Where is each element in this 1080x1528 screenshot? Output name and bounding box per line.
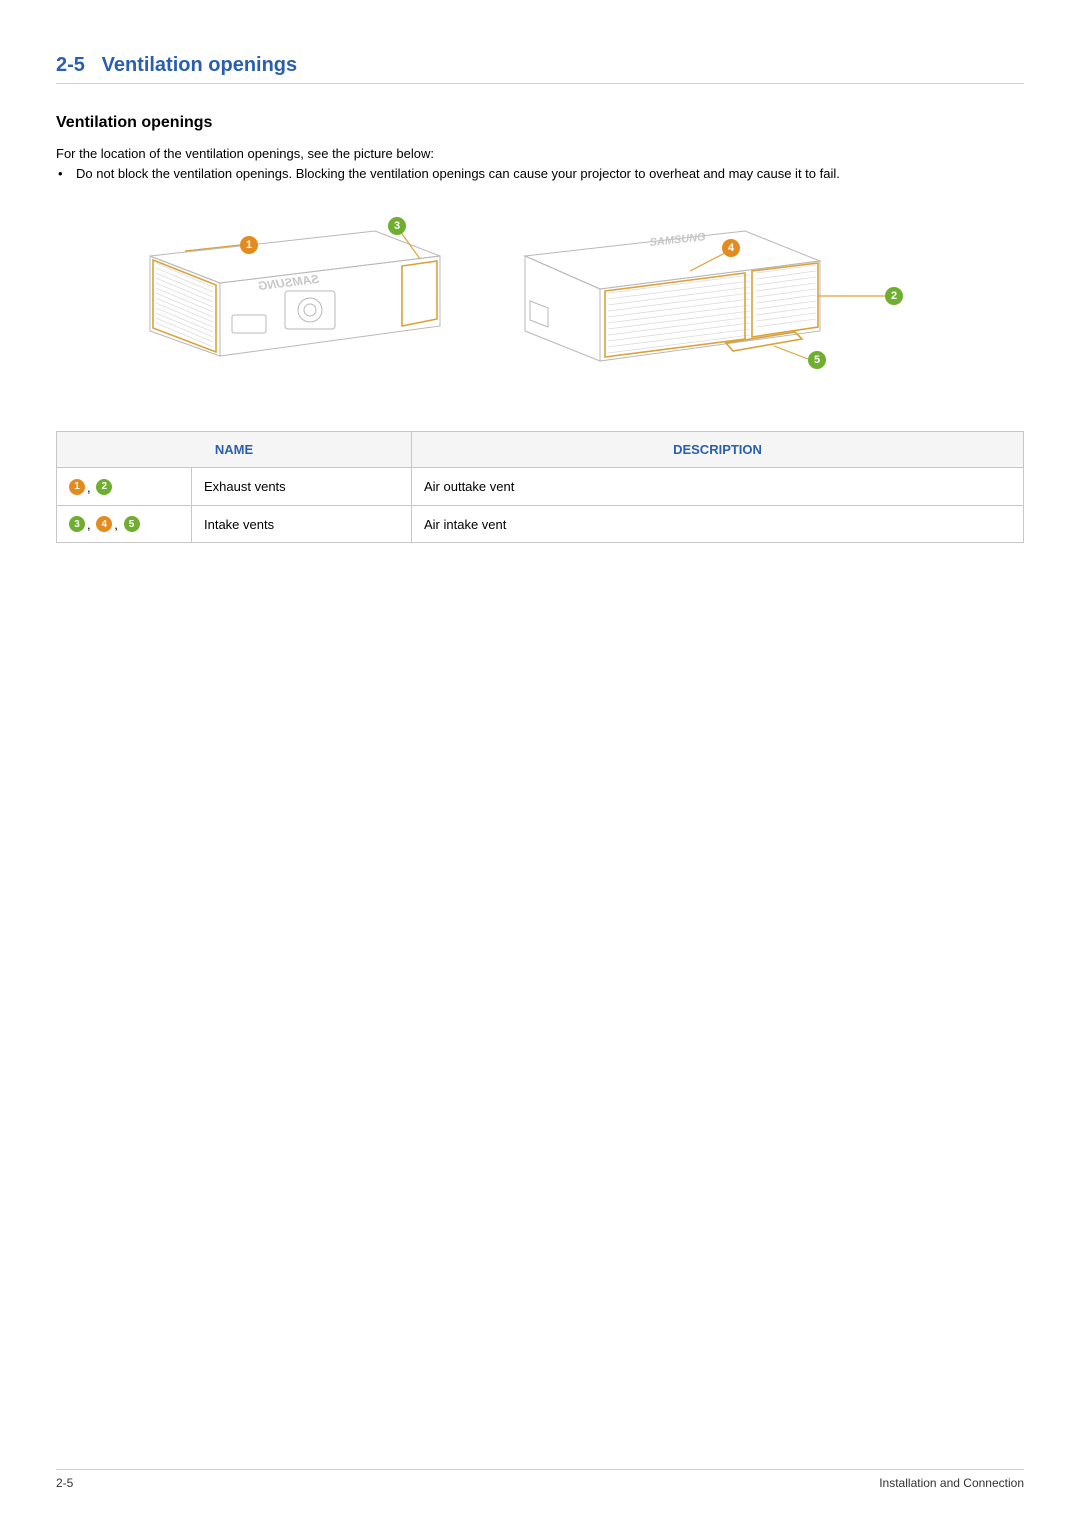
- footer-left: 2-5: [56, 1476, 73, 1490]
- section-heading: 2-5 Ventilation openings: [56, 54, 1024, 84]
- separator: ,: [112, 517, 120, 532]
- badge-1-icon: 1: [69, 479, 85, 495]
- row2-description: Air intake vent: [412, 505, 1024, 543]
- projector-rear-view: SAMSUNG: [490, 201, 930, 381]
- footer-right: Installation and Connection: [879, 1476, 1024, 1490]
- row2-badges: 3, 4, 5: [57, 505, 192, 543]
- brand-text: SAMSUNG: [649, 231, 707, 249]
- separator: ,: [85, 480, 93, 495]
- table-header-row: NAME DESCRIPTION: [57, 432, 1024, 468]
- row1-name: Exhaust vents: [192, 468, 412, 506]
- bullet-marker: •: [58, 165, 76, 183]
- row2-name: Intake vents: [192, 505, 412, 543]
- separator: ,: [85, 517, 93, 532]
- ventilation-diagram: SAMSUNG: [90, 201, 1024, 381]
- th-description: DESCRIPTION: [412, 432, 1024, 468]
- brand-text: SAMSUNG: [257, 272, 320, 293]
- badge-4-icon: 4: [96, 516, 112, 532]
- badge-3-icon: 3: [69, 516, 85, 532]
- section-number: 2-5: [56, 54, 85, 76]
- badge-2-icon: 2: [96, 479, 112, 495]
- th-name: NAME: [57, 432, 412, 468]
- projector-front-view: SAMSUNG: [90, 201, 460, 376]
- table-row: 1, 2 Exhaust vents Air outtake vent: [57, 468, 1024, 506]
- sub-heading: Ventilation openings: [56, 114, 1024, 132]
- table-row: 3, 4, 5 Intake vents Air intake vent: [57, 505, 1024, 543]
- badge-5-icon: 5: [124, 516, 140, 532]
- bullet-item: • Do not block the ventilation openings.…: [58, 165, 1024, 183]
- page-footer: 2-5 Installation and Connection: [56, 1469, 1024, 1490]
- row1-description: Air outtake vent: [412, 468, 1024, 506]
- bullet-text: Do not block the ventilation openings. B…: [76, 165, 840, 183]
- row1-badges: 1, 2: [57, 468, 192, 506]
- intro-text: For the location of the ventilation open…: [56, 146, 1024, 161]
- section-title: Ventilation openings: [102, 54, 298, 76]
- vents-table: NAME DESCRIPTION 1, 2 Exhaust vents Air …: [56, 431, 1024, 543]
